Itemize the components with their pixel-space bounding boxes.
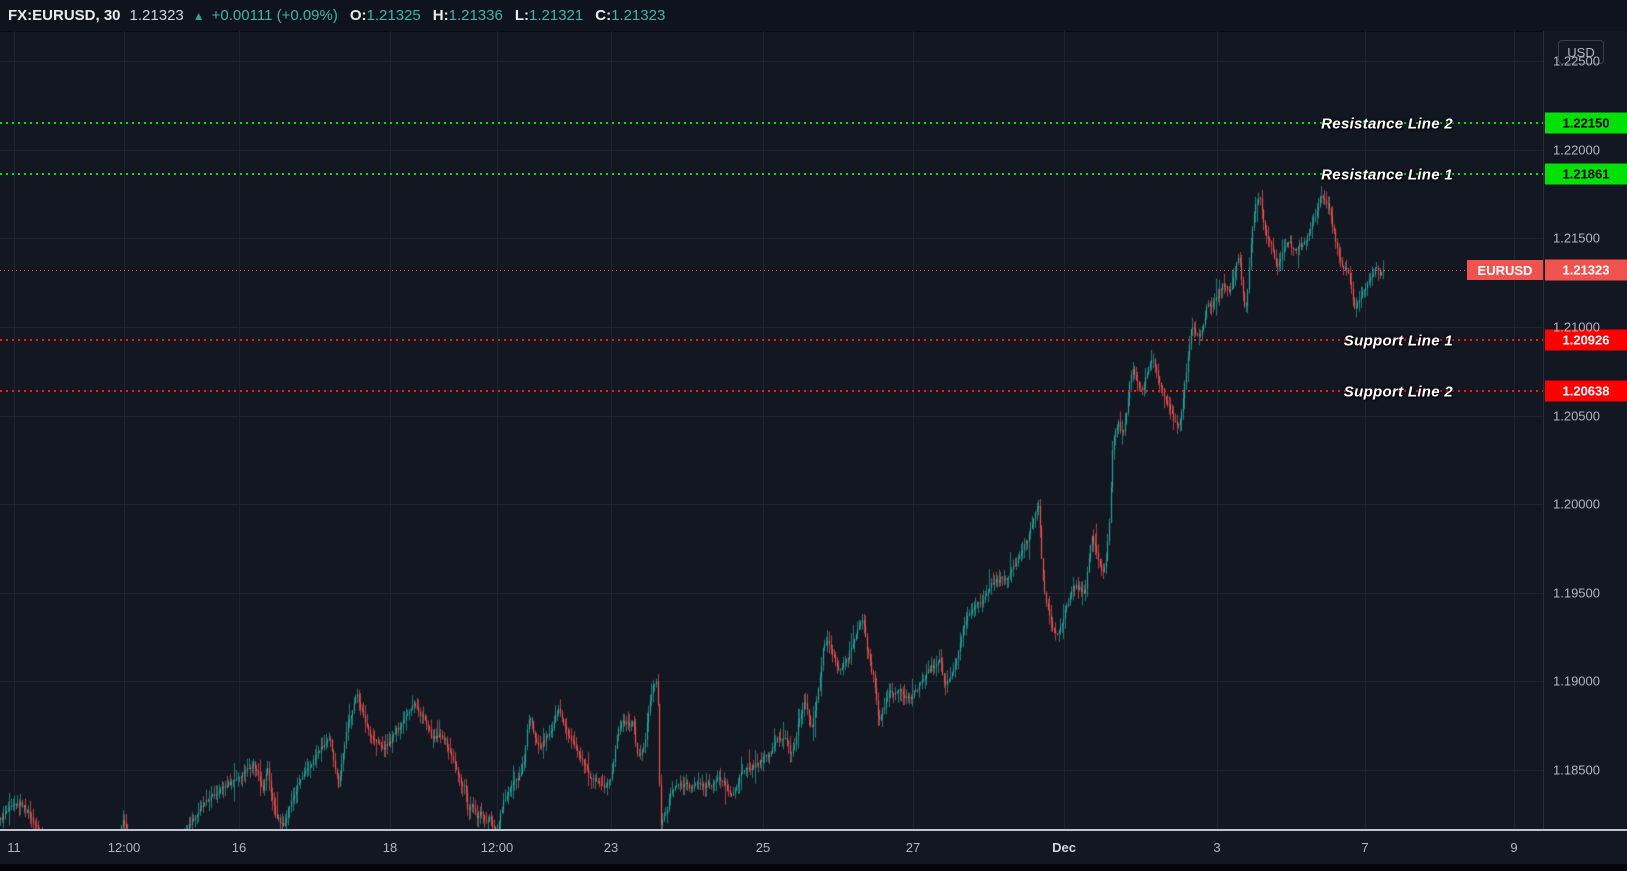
support-line-3[interactable] [0,339,1543,341]
time-tick-label: 16 [231,840,247,855]
price-tick-label: 1.22500 [1553,53,1600,69]
current-price-flag: 1.21323 [1545,259,1627,281]
price-axis[interactable]: USD 1.22150 1.21861 1.20926 1.20638 1.21323 1… [1543,31,1627,829]
current-price-line [0,269,1543,271]
time-tick-label: 25 [755,840,771,855]
price-tick-label: 1.20000 [1553,496,1600,512]
level-name-label[interactable]: Resistance Line 2 [1321,115,1453,133]
resistance-line-1[interactable] [0,122,1543,124]
price-tick-label: 1.21000 [1553,319,1600,335]
time-axis[interactable]: 11 12:00 16 18 12:00 23 25 27 Dec 3 7 9 [0,829,1627,866]
time-tick-label: Dec [1052,840,1076,855]
level-price-flag: 1.22150 [1545,112,1627,134]
price-tick-label: 1.19000 [1553,673,1600,689]
arrow-up-icon: ▲ [192,8,205,23]
chart-plot-area[interactable]: Resistance Line 2 Resistance Line 1 Suppor… [0,31,1543,829]
time-tick-label: 12:00 [107,840,141,855]
level-price-flag: 1.20638 [1545,380,1627,402]
high-label: H: [432,7,449,24]
price-tick-label: 1.18500 [1553,762,1600,778]
current-price-symbol-flag: EURUSD [1467,260,1543,281]
price-tick-label: 1.22000 [1553,142,1600,158]
close-label: C: [595,7,612,24]
time-tick-label: 27 [905,840,921,855]
low-value: 1.21321 [529,7,584,24]
close-value: 1.21323 [611,7,666,24]
level-name-label[interactable]: Resistance Line 1 [1321,166,1453,184]
time-tick-label: 12:00 [480,840,514,855]
candlestick-canvas[interactable] [0,31,1543,829]
low-label: L: [514,7,530,24]
time-tick-label: 3 [1213,840,1221,855]
support-line-4[interactable] [0,390,1543,392]
symbol-title[interactable]: FX:EURUSD, 30 [8,7,121,24]
bottom-strip [0,864,1627,871]
open-value: 1.21325 [366,7,421,24]
time-tick-label: 9 [1510,840,1518,855]
time-tick-label: 7 [1361,840,1369,855]
level-name-label[interactable]: Support Line 1 [1343,332,1453,350]
price-tick-label: 1.19500 [1553,585,1600,601]
time-tick-label: 23 [603,840,619,855]
resistance-line-2[interactable] [0,173,1543,176]
time-tick-label: 11 [7,840,21,855]
open-label: O: [349,7,367,24]
level-price-flag: 1.21861 [1545,163,1627,185]
price-tick-label: 1.20500 [1553,408,1600,423]
high-value: 1.21336 [448,7,503,24]
last-price: 1.21323 [129,7,184,24]
time-tick-label: 18 [382,840,398,855]
level-name-label[interactable]: Support Line 2 [1343,383,1453,401]
symbol-info-bar: FX:EURUSD, 30 1.21323 ▲ +0.00111 (+0.09%… [0,0,1627,32]
price-tick-label: 1.21500 [1553,230,1600,246]
level-price-flag: 1.20926 [1545,329,1627,351]
currency-toggle-button[interactable]: USD [1558,40,1604,64]
price-change: +0.00111 (+0.09%) [211,7,338,24]
